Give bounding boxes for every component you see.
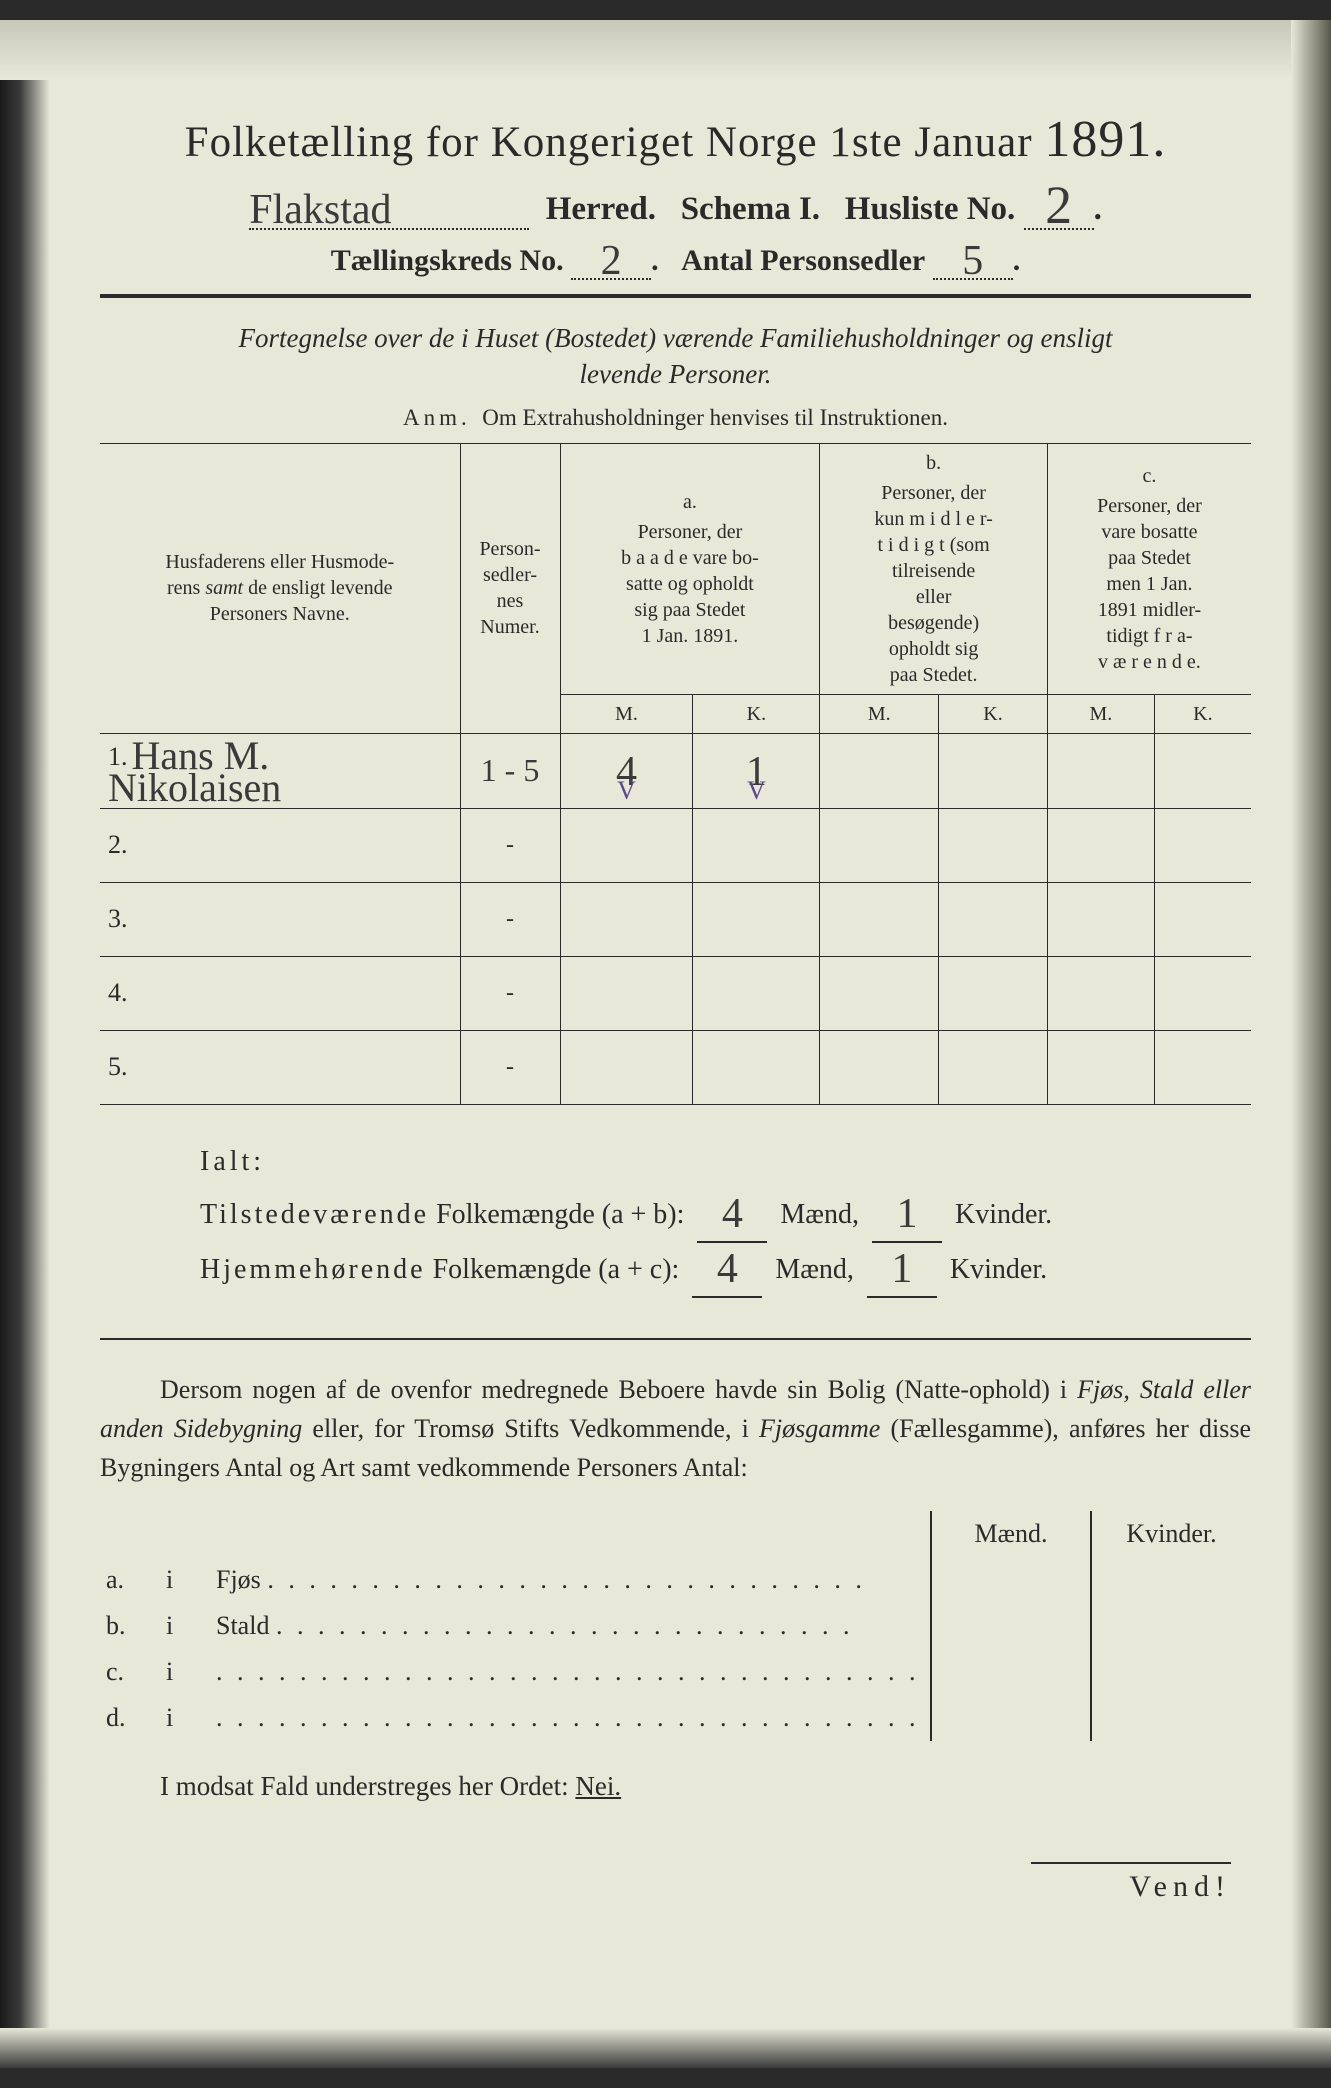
row-number: 3. [108, 904, 128, 933]
header-line-3: Tællingskreds No. 2 . Antal Personsedler… [100, 244, 1251, 280]
sub-i: i [160, 1649, 210, 1695]
scan-shadow [0, 20, 50, 2068]
header-line-2: Flakstad Herred. Schema I. Husliste No. … [100, 185, 1251, 230]
subtitle: Fortegnelse over de i Huset (Bostedet) v… [100, 320, 1251, 393]
row-number: 2. [108, 830, 128, 859]
kreds-label: Tællingskreds No. [331, 244, 564, 277]
sub-i: i [160, 1557, 210, 1603]
col-b-m: M. [820, 694, 939, 733]
modsat-text: I modsat Fald understreges her Ordet: [160, 1771, 569, 1801]
subtitle-line1: Fortegnelse over de i Huset (Bostedet) v… [238, 323, 1112, 353]
sub-i: i [160, 1695, 210, 1741]
person-name: Hans M. Nikolaisen [108, 733, 281, 810]
col-c-k: K. [1154, 694, 1251, 733]
divider [100, 294, 1251, 298]
antal-label: Antal Personsedler [681, 244, 925, 277]
tilstede-k: 1 [896, 1191, 917, 1237]
divider [100, 1338, 1251, 1340]
sub-maend: Mænd. [931, 1511, 1091, 1557]
col-a-k: K. [693, 694, 820, 733]
col-b-k: K. [939, 694, 1048, 733]
modsat-line: I modsat Fald understreges her Ordet: Ne… [100, 1771, 1251, 1802]
person-num: - [460, 1030, 560, 1104]
herred-value: Flakstad [249, 187, 391, 233]
col-header-number: Person-sedler-nesNumer. [460, 443, 560, 733]
sub-letter: b. [100, 1603, 160, 1649]
husliste-label: Husliste No. [845, 191, 1016, 227]
col-a-m: M. [560, 694, 693, 733]
subtitle-line2: levende Personer. [580, 359, 772, 389]
nei: Nei. [575, 1771, 621, 1801]
person-num: - [460, 956, 560, 1030]
anm-text: Om Extrahusholdninger henvises til Instr… [482, 405, 948, 430]
building-paragraph: Dersom nogen af de ovenfor medregnede Be… [100, 1370, 1251, 1487]
table-row: 5. - [100, 1030, 1251, 1104]
scan-shadow [0, 2028, 1331, 2068]
row-number: 4. [108, 978, 128, 1007]
row-number: 5. [108, 1052, 128, 1081]
sub-letter: c. [100, 1649, 160, 1695]
person-num: - [460, 808, 560, 882]
sub-i: i [160, 1603, 210, 1649]
table-row: 2. - [100, 808, 1251, 882]
check-mark: V [617, 776, 636, 806]
sub-letter: d. [100, 1695, 160, 1741]
sub-row: a. i Fjøs . . . . . . . . . . . . . . . … [100, 1557, 1251, 1603]
col-header-a: a. Personer, derb a a d e vare bo-satte … [560, 443, 820, 694]
tilstede-m: 4 [722, 1191, 743, 1237]
maend-label: Mænd, [780, 1199, 859, 1230]
scan-shadow [1291, 20, 1331, 2068]
hjemme-m: 4 [717, 1246, 738, 1292]
annotation-line: Anm. Om Extrahusholdninger henvises til … [100, 405, 1251, 431]
person-num: 1 - 5 [481, 752, 540, 788]
scan-shadow [0, 20, 1331, 80]
kvinder-label: Kvinder. [955, 1199, 1052, 1230]
table-row: 1. Hans M. Nikolaisen 1 - 5 4V 1V [100, 733, 1251, 808]
title-year: 1891. [1044, 111, 1166, 168]
col-header-names: Husfaderens eller Husmode-rens samt de e… [100, 443, 460, 733]
totals-block: Ialt: Tilstedeværende Folkemængde (a + b… [200, 1135, 1251, 1299]
table-row: 3. - [100, 882, 1251, 956]
title-text: Folketælling for Kongeriget Norge 1ste J… [185, 119, 1033, 166]
col-c-m: M. [1047, 694, 1154, 733]
scanned-page: Folketælling for Kongeriget Norge 1ste J… [0, 20, 1331, 2068]
check-mark: V [747, 776, 766, 806]
ialt-label: Ialt: [200, 1135, 1251, 1188]
kreds-value: 2 [601, 238, 622, 284]
vend-label: Vend! [1031, 1862, 1231, 1904]
hjemme-k: 1 [891, 1246, 912, 1292]
tilstede-line: Tilstedeværende Folkemængde (a + b): 4 M… [200, 1188, 1251, 1243]
census-table: Husfaderens eller Husmode-rens samt de e… [100, 443, 1251, 1105]
anm-label: Anm. [403, 405, 471, 430]
table-row: 4. - [100, 956, 1251, 1030]
sub-letter: a. [100, 1557, 160, 1603]
husliste-value: 2 [1045, 175, 1072, 235]
sub-row: c. i . . . . . . . . . . . . . . . . . .… [100, 1649, 1251, 1695]
page-title: Folketælling for Kongeriget Norge 1ste J… [100, 110, 1251, 169]
building-table: Mænd. Kvinder. a. i Fjøs . . . . . . . .… [100, 1511, 1251, 1741]
person-num: - [460, 882, 560, 956]
hjemme-label: Hjemmehørende [200, 1254, 426, 1285]
sub-kvinder: Kvinder. [1091, 1511, 1251, 1557]
herred-label: Herred. [546, 191, 656, 227]
tilstede-label: Tilstedeværende [200, 1199, 429, 1230]
sub-name: Stald [216, 1611, 269, 1640]
antal-value: 5 [962, 238, 983, 284]
col-header-c: c. Personer, dervare bosattepaa Stedetme… [1047, 443, 1251, 694]
hjemme-line: Hjemmehørende Folkemængde (a + c): 4 Mæn… [200, 1243, 1251, 1298]
sub-row: d. i . . . . . . . . . . . . . . . . . .… [100, 1695, 1251, 1741]
sub-name: Fjøs [216, 1565, 261, 1594]
schema-label: Schema I. [681, 191, 820, 227]
sub-row: b. i Stald . . . . . . . . . . . . . . .… [100, 1603, 1251, 1649]
maend-label: Mænd, [775, 1254, 854, 1285]
kvinder-label: Kvinder. [950, 1254, 1047, 1285]
col-header-b: b. Personer, derkun m i d l e r-t i d i … [820, 443, 1048, 694]
